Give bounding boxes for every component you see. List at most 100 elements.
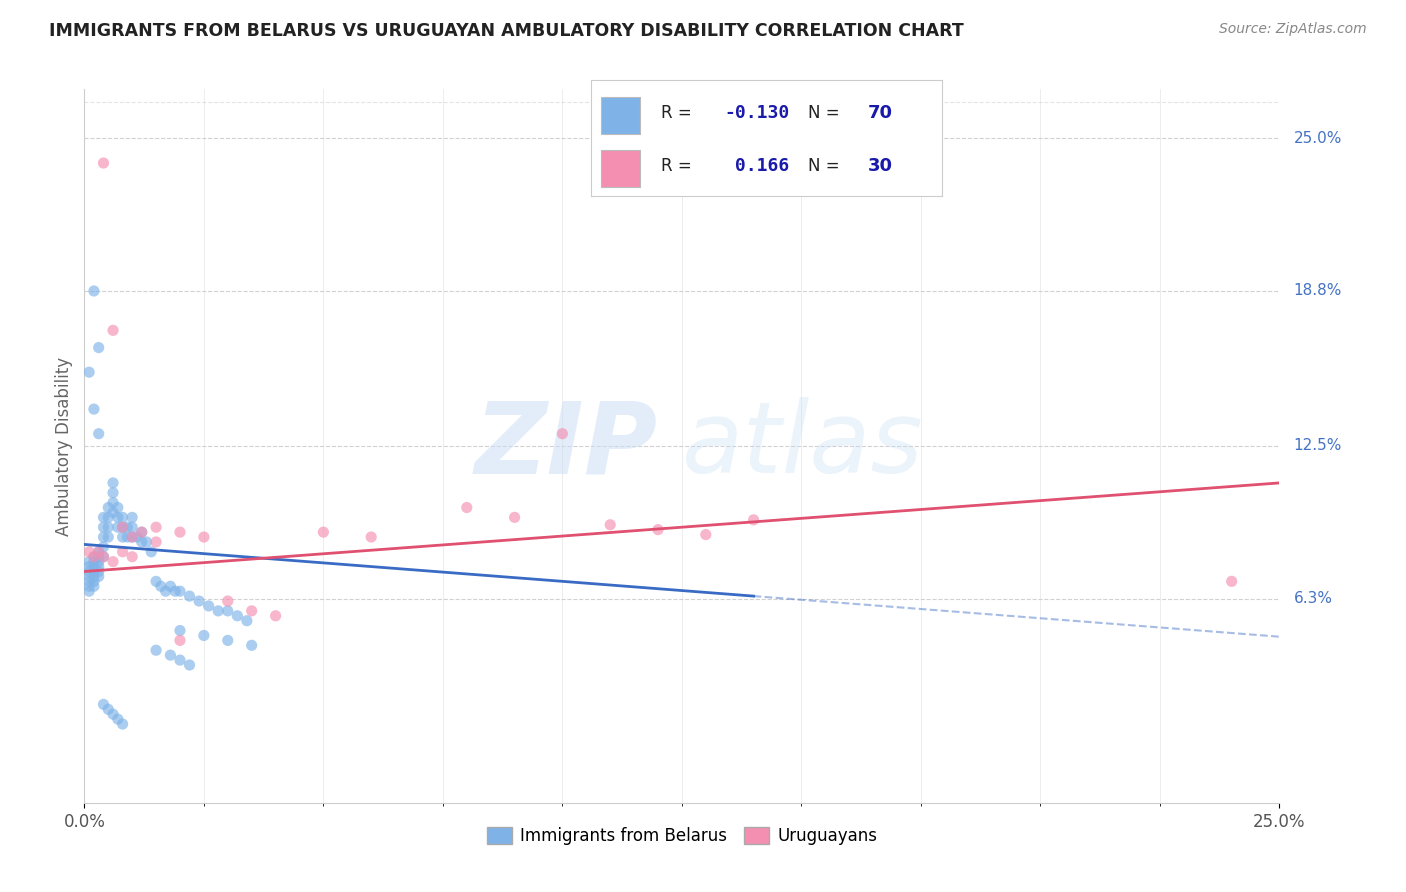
Text: 6.3%: 6.3% xyxy=(1294,591,1333,606)
Point xyxy=(179,658,201,673)
Point xyxy=(360,530,382,544)
Point xyxy=(217,594,239,608)
Point xyxy=(93,510,115,524)
Point xyxy=(83,402,105,417)
Point xyxy=(83,555,105,569)
Point xyxy=(97,702,120,716)
Point xyxy=(87,565,110,579)
Text: 0.166: 0.166 xyxy=(724,157,789,175)
Text: N =: N = xyxy=(808,103,845,121)
Point xyxy=(121,530,143,544)
Point xyxy=(101,495,124,509)
Point xyxy=(169,584,191,599)
Point xyxy=(121,549,143,564)
Point xyxy=(264,608,287,623)
Point xyxy=(87,569,110,583)
Text: IMMIGRANTS FROM BELARUS VS URUGUAYAN AMBULATORY DISABILITY CORRELATION CHART: IMMIGRANTS FROM BELARUS VS URUGUAYAN AMB… xyxy=(49,22,965,40)
Point xyxy=(87,559,110,574)
Point xyxy=(77,579,100,593)
Point xyxy=(87,555,110,569)
Point xyxy=(83,565,105,579)
Point xyxy=(111,520,134,534)
Text: 30: 30 xyxy=(868,157,893,175)
Point xyxy=(169,653,191,667)
Point xyxy=(77,574,100,589)
Point xyxy=(101,707,124,722)
Point xyxy=(97,500,120,515)
Point xyxy=(149,579,172,593)
Point xyxy=(742,513,765,527)
Point xyxy=(145,520,167,534)
Point xyxy=(93,698,115,712)
Point xyxy=(159,579,181,593)
Point xyxy=(121,510,143,524)
Point xyxy=(240,638,263,652)
Point xyxy=(165,584,187,599)
Point xyxy=(121,520,143,534)
Bar xyxy=(602,150,640,187)
Point xyxy=(93,549,115,564)
Point xyxy=(226,608,249,623)
Point xyxy=(551,426,574,441)
Text: atlas: atlas xyxy=(682,398,924,494)
Text: 70: 70 xyxy=(868,103,893,121)
Point xyxy=(107,500,129,515)
Point xyxy=(193,628,215,642)
Point xyxy=(217,633,239,648)
Point xyxy=(93,520,115,534)
Point xyxy=(83,549,105,564)
Point xyxy=(83,549,105,564)
Text: 12.5%: 12.5% xyxy=(1294,439,1343,453)
Point xyxy=(97,520,120,534)
Point xyxy=(145,643,167,657)
Point xyxy=(87,545,110,559)
Point xyxy=(83,284,105,298)
Point xyxy=(131,535,153,549)
Point xyxy=(77,584,100,599)
Point xyxy=(87,545,110,559)
Point xyxy=(77,565,100,579)
Point xyxy=(117,530,139,544)
Point xyxy=(111,545,134,559)
Point xyxy=(101,555,124,569)
Point xyxy=(188,594,211,608)
Point xyxy=(141,545,163,559)
Point xyxy=(101,485,124,500)
Text: -0.130: -0.130 xyxy=(724,103,789,121)
Point xyxy=(131,525,153,540)
Point xyxy=(240,604,263,618)
Point xyxy=(312,525,335,540)
Point xyxy=(97,530,120,544)
Point xyxy=(647,523,669,537)
Point xyxy=(93,530,115,544)
Point xyxy=(236,614,259,628)
Point xyxy=(125,530,148,544)
Point xyxy=(87,341,110,355)
Point xyxy=(169,633,191,648)
Bar xyxy=(602,96,640,134)
Point xyxy=(131,525,153,540)
Point xyxy=(101,323,124,337)
Point xyxy=(695,527,717,541)
Point xyxy=(77,559,100,574)
Point xyxy=(111,510,134,524)
Text: Source: ZipAtlas.com: Source: ZipAtlas.com xyxy=(1219,22,1367,37)
Point xyxy=(83,574,105,589)
Point xyxy=(77,545,100,559)
Point xyxy=(107,510,129,524)
Point xyxy=(145,535,167,549)
Point xyxy=(93,156,115,170)
Point xyxy=(169,624,191,638)
Point xyxy=(207,604,229,618)
Point xyxy=(97,510,120,524)
Point xyxy=(107,520,129,534)
Point xyxy=(503,510,526,524)
Point xyxy=(83,579,105,593)
Text: 25.0%: 25.0% xyxy=(1294,131,1343,146)
Point xyxy=(77,569,100,583)
Point xyxy=(93,549,115,564)
Point xyxy=(101,505,124,519)
Point xyxy=(107,712,129,726)
Point xyxy=(599,517,621,532)
Point xyxy=(159,648,181,662)
